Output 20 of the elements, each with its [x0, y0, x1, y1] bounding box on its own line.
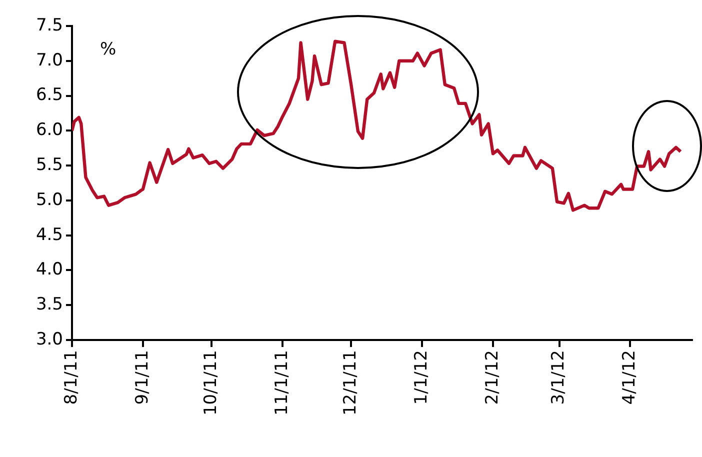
x-tick-label: 11/1/11 [272, 350, 292, 416]
y-tick-label: 5.5 [36, 154, 63, 175]
x-tick-label: 9/1/11 [132, 350, 152, 405]
y-tick-label: 3.5 [36, 294, 63, 315]
x-tick-label: 8/1/11 [61, 350, 82, 405]
y-tick-label: 4.5 [36, 224, 63, 245]
y-tick-label: 6.5 [36, 85, 63, 106]
x-tick-label: 12/1/11 [340, 350, 361, 416]
x-tick-label: 2/1/12 [482, 350, 502, 405]
y-tick-label: 7.5 [36, 15, 63, 36]
x-tick-label: 4/1/12 [620, 350, 640, 405]
x-tick-label: 10/1/11 [200, 350, 221, 416]
y-tick-label: 3.0 [36, 329, 63, 350]
y-axis-title: % [100, 39, 116, 60]
x-tick-label: 3/1/12 [548, 350, 569, 405]
y-tick-label: 5.0 [36, 190, 63, 210]
x-tick-label: 1/1/12 [411, 350, 432, 405]
y-tick-label: 4.0 [36, 260, 63, 280]
y-tick-label: 7.0 [36, 50, 63, 70]
y-tick-label: 6.0 [36, 120, 63, 140]
